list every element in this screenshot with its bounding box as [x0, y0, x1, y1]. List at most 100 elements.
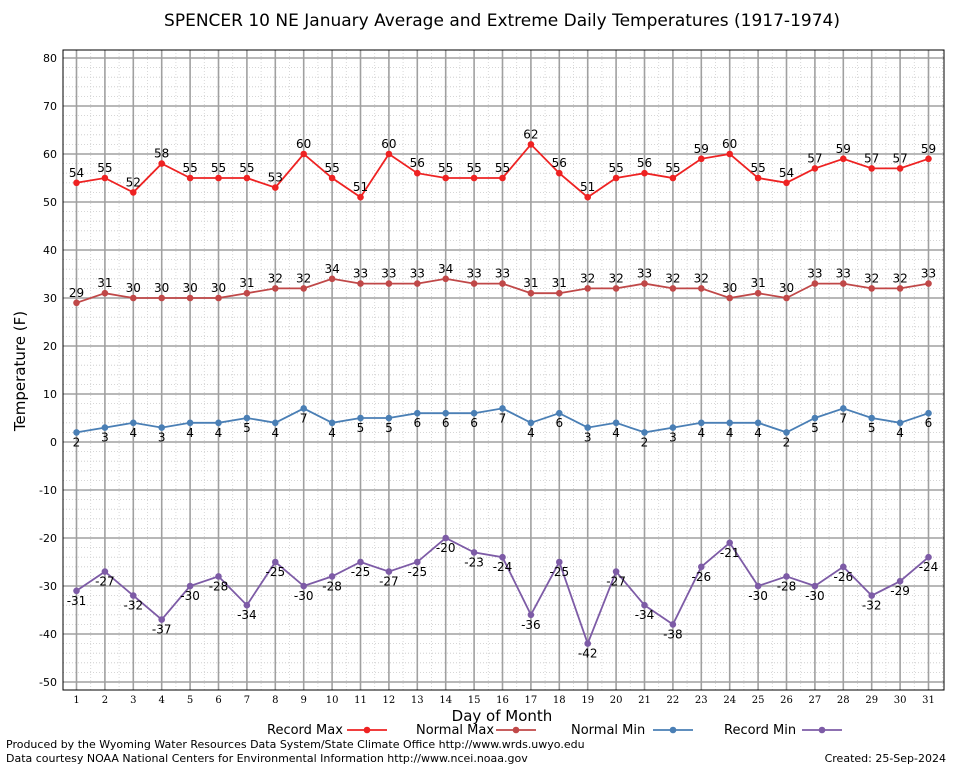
data-label: 60 — [296, 137, 311, 151]
data-label: 3 — [584, 431, 592, 445]
x-tick-label: 1 — [73, 695, 79, 706]
data-point — [158, 616, 165, 623]
data-point — [414, 409, 421, 417]
y-tick-label: -10 — [39, 484, 57, 497]
data-point — [385, 414, 393, 422]
data-point — [215, 294, 222, 302]
data-point — [754, 582, 762, 590]
data-point — [584, 424, 591, 431]
data-label: 57 — [864, 151, 879, 165]
data-label: 4 — [215, 426, 223, 440]
data-point — [840, 405, 847, 412]
data-point — [584, 193, 591, 201]
x-tick-label: 30 — [894, 695, 907, 706]
data-point — [840, 155, 847, 163]
x-tick-label: 6 — [215, 695, 221, 706]
data-point — [73, 587, 80, 595]
data-label: 31 — [552, 276, 567, 290]
data-label: 34 — [438, 262, 453, 276]
data-point — [669, 621, 677, 628]
data-label: 54 — [779, 166, 794, 180]
legend-label: Normal Max — [416, 723, 494, 738]
data-label: -20 — [436, 541, 456, 555]
data-label: 31 — [97, 276, 112, 290]
data-label: 59 — [694, 142, 709, 156]
data-label: 6 — [470, 416, 478, 430]
data-label: 31 — [239, 276, 254, 290]
y-tick-label: 0 — [50, 436, 57, 449]
data-label: 4 — [612, 426, 620, 440]
data-label: -24 — [493, 560, 513, 574]
data-point — [868, 165, 875, 172]
data-label: 55 — [495, 161, 510, 175]
data-label: 56 — [637, 156, 652, 170]
data-point — [641, 601, 648, 609]
data-label: 55 — [97, 161, 112, 175]
y-tick-label: 40 — [43, 244, 57, 257]
data-point — [357, 280, 364, 287]
y-tick-label: 70 — [43, 100, 57, 113]
data-label: 30 — [182, 281, 197, 295]
series-normal-max: 29 31 30 30 30 30 31 32 32 34 33 33 33 34 33 33 31 31 32 32… — [69, 262, 936, 307]
data-point — [527, 289, 535, 297]
data-point — [783, 429, 790, 436]
legend-item: Record Max — [267, 723, 387, 738]
data-point — [584, 285, 591, 292]
data-label: -24 — [919, 560, 939, 574]
data-label: 33 — [836, 267, 851, 281]
data-point — [612, 174, 620, 182]
data-label: 6 — [442, 416, 450, 430]
data-point — [754, 419, 762, 427]
data-point — [925, 553, 932, 561]
data-point — [328, 419, 336, 427]
chart-title: SPENCER 10 NE January Average and Extrem… — [164, 11, 840, 31]
data-point — [215, 419, 222, 427]
data-point — [414, 169, 421, 177]
data-point — [499, 405, 506, 412]
data-label: 3 — [101, 431, 109, 445]
data-point — [698, 285, 705, 292]
data-label: 56 — [410, 156, 425, 170]
series-record-max: 54 55 52 58 55 55 55 53 60 55 51 60 56 55 55 55 62 56 51 55… — [69, 127, 936, 201]
data-label: 55 — [750, 161, 765, 175]
data-point — [186, 174, 194, 182]
x-tick-label: 15 — [468, 695, 481, 706]
data-point — [669, 174, 677, 182]
data-label: 33 — [495, 267, 510, 281]
data-label: 33 — [381, 267, 396, 281]
data-point — [470, 280, 478, 287]
data-label: -30 — [294, 589, 314, 603]
legend-label: Record Max — [267, 723, 343, 738]
legend-marker — [669, 726, 677, 734]
data-label: 5 — [811, 421, 819, 435]
x-tick-label: 27 — [809, 695, 822, 706]
x-tick-label: 17 — [525, 695, 538, 706]
data-point — [442, 174, 450, 182]
data-point — [754, 289, 762, 297]
y-tick-label: 30 — [43, 292, 57, 305]
data-label: 30 — [154, 281, 169, 295]
data-label: 5 — [385, 421, 393, 435]
data-point — [556, 558, 563, 566]
data-label: 7 — [499, 411, 507, 425]
data-label: 2 — [641, 435, 649, 449]
data-point — [612, 568, 620, 575]
data-point — [328, 174, 336, 182]
data-point — [101, 174, 109, 182]
data-point — [357, 193, 364, 201]
data-label: 55 — [239, 161, 254, 175]
data-label: -26 — [833, 570, 853, 584]
x-tick-label: 25 — [752, 695, 765, 706]
plot-frame — [62, 49, 945, 691]
data-label: 31 — [750, 276, 765, 290]
data-point — [357, 558, 364, 566]
data-label: -34 — [237, 608, 257, 622]
data-label: 52 — [126, 175, 141, 189]
data-label: 30 — [126, 281, 141, 295]
x-tick-label: 12 — [383, 695, 396, 706]
data-label: 55 — [211, 161, 226, 175]
y-tick-label: 50 — [43, 196, 57, 209]
data-point — [726, 294, 733, 302]
data-point — [186, 582, 194, 590]
